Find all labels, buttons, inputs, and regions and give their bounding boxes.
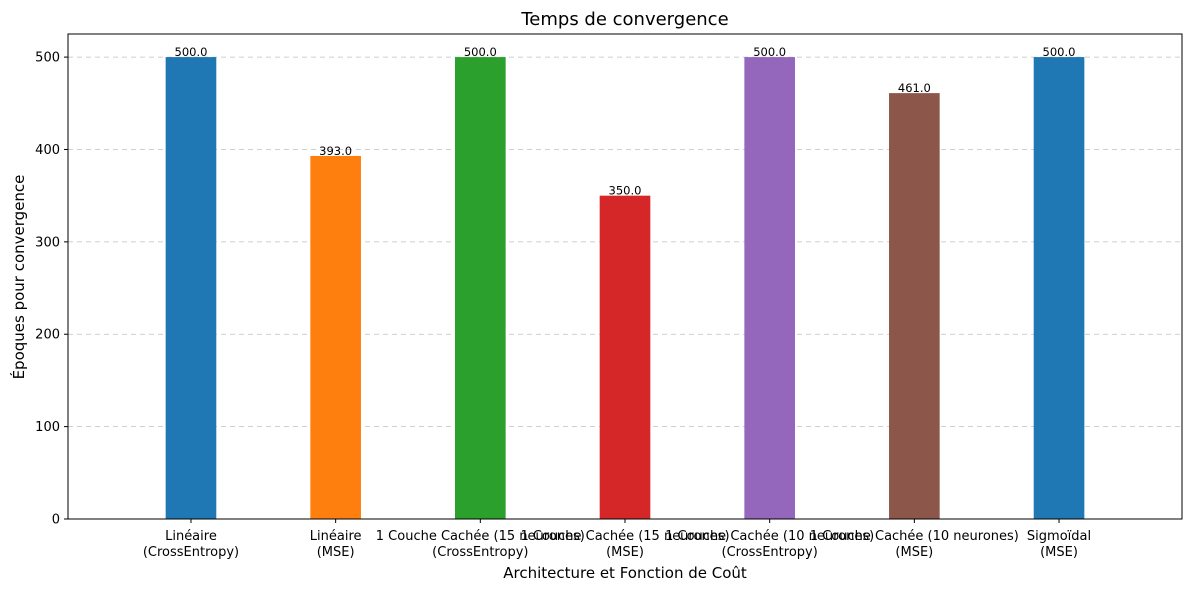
y-tick-label: 200 [35,328,60,343]
x-tick-label: 1 Couche Cachée (10 neurones) (MSE) [810,529,1019,560]
y-tick-label: 0 [52,513,60,528]
y-axis-label: Époques pour convergence [9,175,28,380]
x-tick-label-line: Linéaire [165,529,217,544]
bar [1033,57,1085,519]
bar [165,57,217,519]
bar [455,57,506,519]
x-tick-label-line: (CrossEntropy) [432,545,528,560]
x-axis-label: Architecture et Fonction de Coût [503,564,747,582]
y-tick-label: 300 [35,235,60,250]
bar-value-label: 500.0 [175,45,208,59]
x-tick-label: Linéaire (CrossEntropy) [143,529,239,560]
bar [310,155,361,519]
x-tick-label: Linéaire (MSE) [310,529,362,560]
x-tick-label-line: (CrossEntropy) [143,545,239,560]
bar-value-label: 461.0 [898,81,931,95]
y-tick-label: 100 [35,420,60,435]
bar-value-label: 500.0 [464,45,497,59]
bar [599,195,651,519]
bar-value-labels: 500.0 393.0 500.0 350.0 500.0 461.0 500.0 [175,45,1076,198]
y-tick-label: 400 [35,143,60,158]
x-tick-label-line: (MSE) [317,545,355,560]
y-tick-label: 500 [35,51,60,66]
x-tick-label-line: 1 Couche Cachée (10 neurones) [665,529,874,544]
bar-value-label: 393.0 [319,144,352,158]
x-tick-label: 1 Couche Cachée (10 neurones) (CrossEntro… [665,529,874,560]
x-tick-label: 1 Couche Cachée (15 neurones) (CrossEntro… [376,529,585,560]
x-tick-label: Sigmoïdal (MSE) [1027,529,1091,560]
x-tick-label-line: (MSE) [606,545,644,560]
x-tick-label-line: Sigmoïdal [1027,529,1091,544]
bar [744,57,795,519]
x-tick-label-line: 1 Couche Cachée (10 neurones) [810,529,1019,544]
x-tick-label-line: 1 Couche Cachée (15 neurones) [520,529,729,544]
bar [889,93,940,519]
bars [165,57,1085,519]
grid-lines [68,56,1182,428]
x-tick-label-line: (MSE) [895,545,933,560]
x-tick-label-line: (CrossEntropy) [722,545,818,560]
bar-value-label: 500.0 [753,45,786,59]
x-tick-label: 1 Couche Cachée (15 neurones) (MSE) [520,529,729,560]
x-tick-label-line: 1 Couche Cachée (15 neurones) [376,529,585,544]
chart-title: Temps de convergence [520,9,728,30]
x-axis-ticks: Linéaire (CrossEntropy)Linéaire (MSE)1 Cou… [143,519,1091,560]
x-tick-label-line: (MSE) [1040,545,1078,560]
bar-value-label: 500.0 [1043,45,1076,59]
y-axis-ticks: 0 100 200 300 400 500 [35,51,68,528]
x-tick-label-line: Linéaire [310,529,362,544]
bar-value-label: 350.0 [609,184,642,198]
